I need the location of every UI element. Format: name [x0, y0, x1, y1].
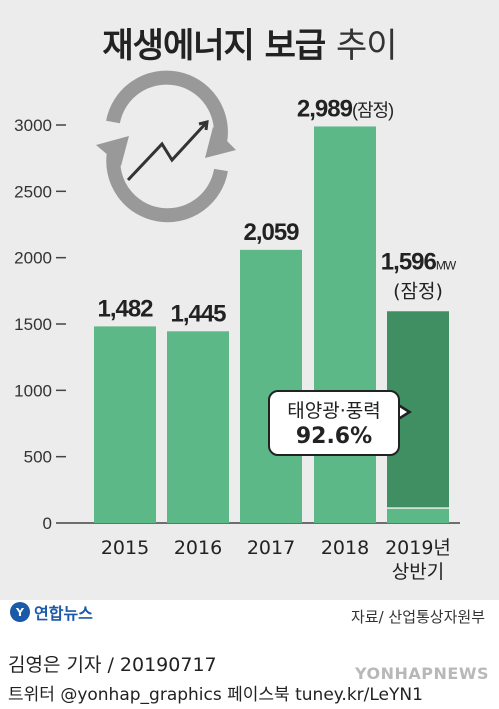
- x-tick-label: 2017: [247, 537, 295, 559]
- y-tick-label: 2000: [14, 249, 52, 268]
- callout-tail-inner: [396, 405, 407, 419]
- x-tick-label: 상반기: [392, 561, 444, 583]
- data-label: 2,989(잠정): [297, 95, 393, 122]
- data-label-suffix: MW: [436, 258, 457, 272]
- x-tick-label: 2015: [101, 537, 149, 559]
- x-tick-label: 2018: [321, 537, 369, 559]
- y-tick-label: 500: [24, 448, 52, 467]
- data-label-note: (잠정): [393, 280, 443, 302]
- bar-other-segment: [387, 508, 449, 523]
- bar: [240, 249, 302, 523]
- data-label: 1,482: [97, 295, 153, 322]
- chart-title: 재생에너지 보급 추이: [0, 18, 499, 67]
- footer: [0, 632, 499, 709]
- title-main: 재생에너지 보급: [102, 26, 326, 66]
- data-label: 2,059: [243, 219, 299, 246]
- data-label: 1,596MW: [381, 248, 457, 275]
- yonhap-logo: Y 연합뉴스: [10, 600, 93, 624]
- callout-value: 92.6%: [295, 424, 373, 449]
- y-tick-label: 3000: [14, 116, 52, 135]
- x-tick-label: 2019년: [385, 537, 451, 559]
- bar: [314, 126, 376, 523]
- watermark: YONHAPNEWS: [355, 664, 489, 683]
- sns-info: 트위터 @yonhap_graphics 페이스북 tuney.kr/LeYN1: [8, 685, 423, 705]
- title-sub: 추이: [336, 26, 398, 66]
- y-tick-label: 0: [43, 514, 52, 533]
- reporter-credit: 김영은 기자 / 20190717: [8, 654, 217, 676]
- data-label-suffix: (잠정): [352, 100, 393, 120]
- source-note: 자료/ 산업통상자원부: [350, 608, 485, 626]
- share-callout: 태양광·풍력 92.6%: [268, 390, 400, 456]
- bar-chart: 0 500 1000 1500 2000 2500 3000 1,482 2015 1,445 20…: [14, 70, 460, 583]
- y-tick-label: 1000: [14, 381, 52, 400]
- y-tick-label: 2500: [14, 182, 52, 201]
- data-label: 1,445: [170, 300, 226, 327]
- x-tick-label: 2016: [174, 537, 222, 559]
- recycle-energy-icon: [96, 70, 236, 223]
- callout-label: 태양광·풍력: [287, 400, 381, 422]
- yonhap-logo-icon: Y: [10, 602, 30, 622]
- bar: [167, 331, 229, 523]
- logo-text: 연합뉴스: [34, 604, 93, 623]
- bar: [94, 326, 156, 523]
- y-tick-label: 1500: [14, 315, 52, 334]
